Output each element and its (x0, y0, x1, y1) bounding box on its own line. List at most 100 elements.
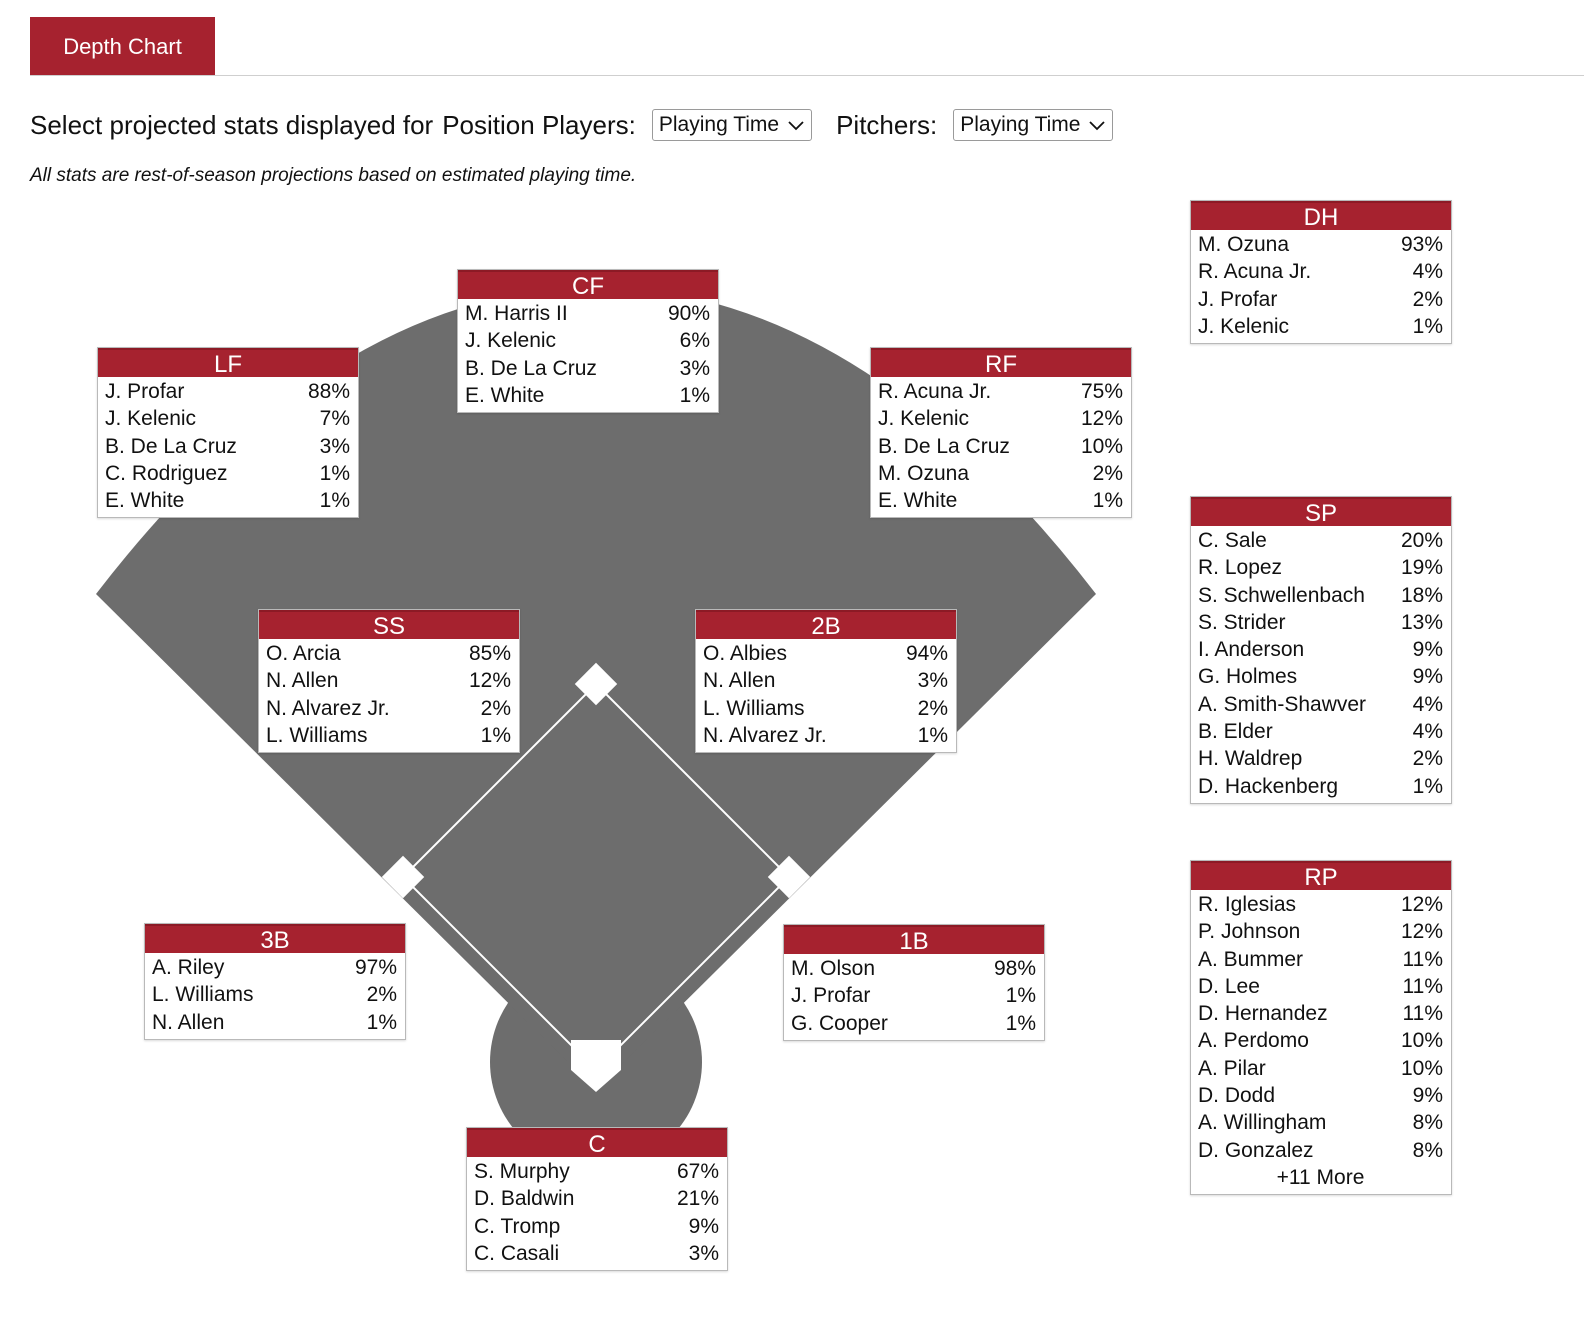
player-name: D. Lee (1198, 974, 1260, 998)
player-name: O. Arcia (266, 642, 341, 665)
position-title: C (467, 1128, 727, 1158)
player-row[interactable]: C. Sale 20% (1198, 527, 1443, 554)
player-row[interactable]: N. Allen 12% (266, 667, 511, 694)
player-row[interactable]: C. Rodriguez 1% (105, 460, 350, 487)
player-name: G. Cooper (791, 1011, 888, 1035)
player-pct: 11% (1402, 974, 1443, 998)
player-row[interactable]: A. Pilar 10% (1198, 1055, 1443, 1082)
position-title: 1B (784, 925, 1044, 955)
player-row[interactable]: E. White 1% (105, 487, 350, 514)
player-row[interactable]: D. Lee 11% (1198, 973, 1443, 1000)
tab-depth-chart[interactable]: Depth Chart (30, 17, 215, 76)
player-pct: 97% (354, 956, 397, 979)
player-row[interactable]: A. Perdomo 10% (1198, 1027, 1443, 1054)
player-row[interactable]: A. Bummer 11% (1198, 946, 1443, 973)
position-players-label: Position Players: (442, 109, 636, 140)
player-pct: 2% (366, 983, 397, 1007)
player-list: A. Riley 97% L. Williams 2% N. Allen 1% (145, 953, 405, 1039)
player-pct: 9% (1412, 638, 1443, 662)
player-pct: 9% (1412, 1084, 1443, 1108)
player-pct: 12% (1400, 920, 1443, 944)
player-row[interactable]: M. Harris II 90% (465, 300, 710, 327)
player-row[interactable]: I. Anderson 9% (1198, 636, 1443, 663)
player-row[interactable]: N. Allen 1% (152, 1009, 397, 1036)
player-pct: 2% (1412, 287, 1443, 311)
player-name: P. Johnson (1198, 920, 1301, 944)
player-row[interactable]: J. Kelenic 1% (1198, 313, 1443, 340)
more-relievers-link[interactable]: +11 More (1276, 1165, 1365, 1189)
player-name: S. Schwellenbach (1198, 583, 1365, 607)
player-pct: 3% (917, 669, 948, 693)
player-row[interactable]: D. Gonzalez 8% (1198, 1137, 1443, 1164)
player-row[interactable]: B. De La Cruz 3% (105, 433, 350, 460)
player-name: J. Profar (791, 984, 871, 1008)
player-row[interactable]: R. Iglesias 12% (1198, 891, 1443, 918)
player-name: D. Dodd (1198, 1084, 1276, 1108)
player-pct: 90% (667, 302, 710, 325)
player-row[interactable]: O. Albies 94% (703, 640, 948, 667)
player-row[interactable]: J. Profar 88% (105, 378, 350, 405)
player-row[interactable]: E. White 1% (878, 487, 1123, 514)
player-name: D. Gonzalez (1198, 1138, 1314, 1162)
player-list: R. Acuna Jr. 75% J. Kelenic 12% B. De La C… (871, 377, 1131, 517)
position-box-rf: RF R. Acuna Jr. 75% J. Kelenic 12% B. De L… (870, 347, 1132, 519)
player-row[interactable]: O. Arcia 85% (266, 640, 511, 667)
player-row[interactable]: S. Murphy 67% (474, 1158, 719, 1185)
player-row[interactable]: J. Profar 2% (1198, 286, 1443, 313)
position-title: RF (871, 348, 1131, 378)
player-row[interactable]: N. Allen 3% (703, 667, 948, 694)
player-row[interactable]: J. Kelenic 6% (465, 327, 710, 354)
player-row[interactable]: B. Elder 4% (1198, 718, 1443, 745)
player-row[interactable]: D. Hernandez 11% (1198, 1000, 1443, 1027)
player-row[interactable]: P. Johnson 12% (1198, 918, 1443, 945)
player-pct: 19% (1400, 556, 1443, 580)
pitchers-select[interactable]: Playing Time (953, 109, 1114, 141)
player-row[interactable]: L. Williams 2% (703, 695, 948, 722)
position-title: CF (458, 270, 718, 300)
player-row[interactable]: H. Waldrep 2% (1198, 745, 1443, 772)
player-name: C. Casali (474, 1241, 560, 1265)
player-row[interactable]: J. Kelenic 12% (878, 405, 1123, 432)
position-box-dh: DH M. Ozuna 93% R. Acuna Jr. 4% J. Profar 2… (1190, 200, 1452, 345)
player-row[interactable]: G. Cooper 1% (791, 1010, 1036, 1037)
player-row[interactable]: D. Baldwin 21% (474, 1185, 719, 1212)
player-row[interactable]: M. Olson 98% (791, 955, 1036, 982)
player-row[interactable]: M. Ozuna 2% (878, 460, 1123, 487)
position-title: SP (1191, 497, 1451, 527)
player-row[interactable]: J. Kelenic 7% (105, 405, 350, 432)
position-box-2b: 2B O. Albies 94% N. Allen 3% L. Williams 2%… (695, 609, 957, 754)
player-row[interactable]: L. Williams 1% (266, 722, 511, 749)
player-row[interactable]: C. Casali 3% (474, 1240, 719, 1267)
player-name: R. Acuna Jr. (1198, 260, 1312, 284)
player-row[interactable]: B. De La Cruz 3% (465, 355, 710, 382)
player-row[interactable]: E. White 1% (465, 382, 710, 409)
player-row[interactable]: J. Profar 1% (791, 982, 1036, 1009)
player-row[interactable]: L. Williams 2% (152, 981, 397, 1008)
player-row[interactable]: A. Willingham 8% (1198, 1109, 1443, 1136)
player-row[interactable]: N. Alvarez Jr. 1% (703, 722, 948, 749)
player-row[interactable]: G. Holmes 9% (1198, 663, 1443, 690)
player-row[interactable]: D. Hackenberg 1% (1198, 773, 1443, 800)
player-row[interactable]: S. Schwellenbach 18% (1198, 582, 1443, 609)
position-title: SS (259, 610, 519, 640)
player-row[interactable]: C. Tromp 9% (474, 1213, 719, 1240)
player-row[interactable]: R. Acuna Jr. 75% (878, 378, 1123, 405)
player-row[interactable]: A. Smith-Shawver 4% (1198, 691, 1443, 718)
position-players-select[interactable]: Playing Time (651, 109, 813, 141)
player-row[interactable]: R. Acuna Jr. 4% (1198, 258, 1443, 285)
player-pct: 1% (319, 489, 350, 513)
player-row[interactable]: N. Alvarez Jr. 2% (266, 695, 511, 722)
player-row[interactable]: B. De La Cruz 10% (878, 433, 1123, 460)
player-row[interactable]: M. Ozuna 93% (1198, 231, 1443, 258)
player-pct: 13% (1400, 610, 1443, 634)
position-box-3b: 3B A. Riley 97% L. Williams 2% N. Allen 1% (144, 923, 406, 1040)
player-name: O. Albies (703, 642, 788, 665)
position-box-lf: LF J. Profar 88% J. Kelenic 7% B. De La Cr… (97, 347, 359, 519)
player-pct: 9% (688, 1214, 719, 1238)
player-pct: 12% (468, 669, 511, 693)
player-pct: 1% (917, 723, 948, 747)
player-row[interactable]: D. Dodd 9% (1198, 1082, 1443, 1109)
player-row[interactable]: A. Riley 97% (152, 954, 397, 981)
player-row[interactable]: R. Lopez 19% (1198, 554, 1443, 581)
player-row[interactable]: S. Strider 13% (1198, 609, 1443, 636)
